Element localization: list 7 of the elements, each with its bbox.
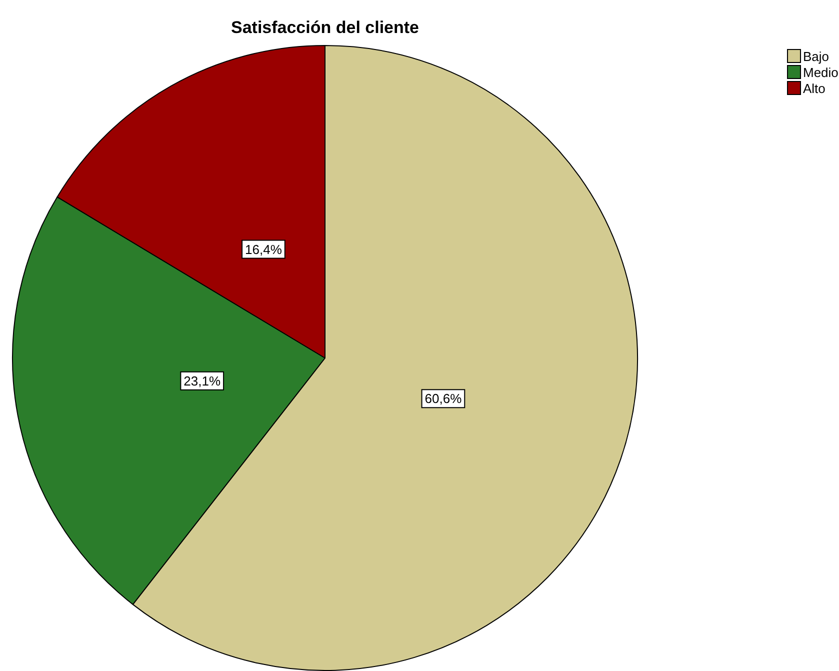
- legend-label: Bajo: [803, 48, 830, 64]
- data-label: 23,1%: [184, 373, 221, 388]
- legend-label: Medio: [803, 64, 838, 80]
- chart-title: Satisfacción del cliente: [230, 18, 420, 38]
- data-label: 16,4%: [245, 242, 282, 257]
- data-label: 60,6%: [424, 391, 462, 406]
- legend-label: Alto: [803, 80, 826, 96]
